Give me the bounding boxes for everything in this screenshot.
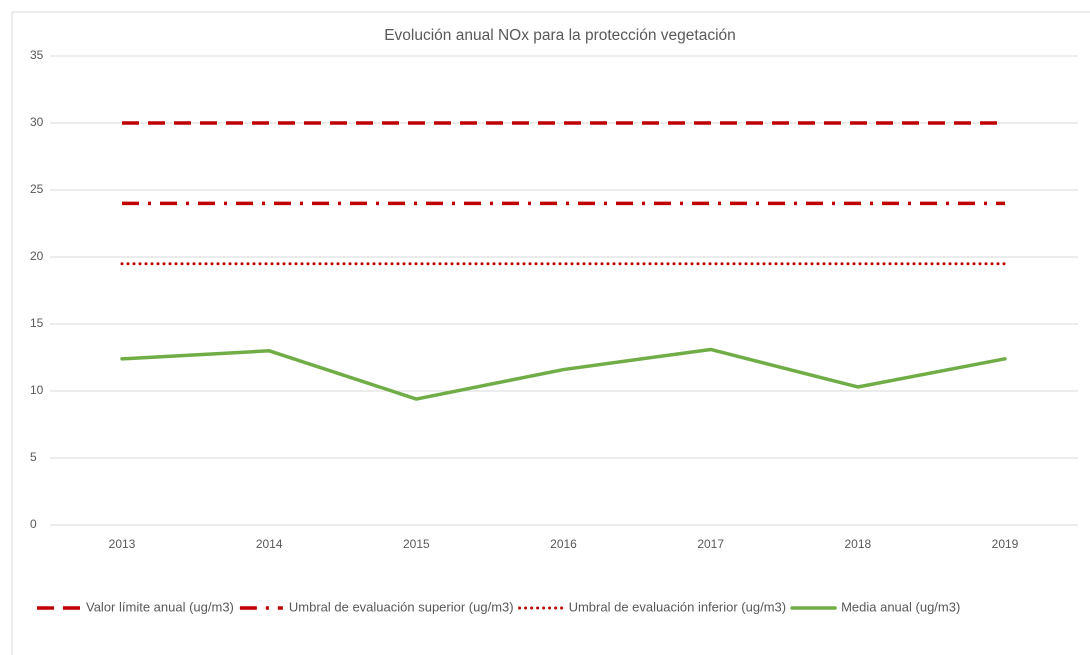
x-tick-label: 2013 (109, 537, 136, 551)
chart-title: Evolución anual NOx para la protección v… (384, 27, 736, 44)
x-tick-label: 2014 (256, 537, 283, 551)
y-tick-label: 30 (30, 115, 44, 129)
y-tick-label: 0 (30, 517, 37, 531)
legend-label: Media anual (ug/m3) (841, 599, 960, 614)
x-tick-label: 2017 (697, 537, 724, 551)
legend-label: Umbral de evaluación inferior (ug/m3) (569, 599, 786, 614)
y-tick-label: 10 (30, 383, 44, 397)
y-tick-label: 35 (30, 48, 44, 62)
y-tick-label: 20 (30, 249, 44, 263)
chart-frame (11, 11, 1090, 655)
x-tick-label: 2015 (403, 537, 430, 551)
legend-label: Umbral de evaluación superior (ug/m3) (289, 599, 514, 614)
x-tick-label: 2019 (992, 537, 1019, 551)
y-tick-label: 25 (30, 182, 44, 196)
legend-label: Valor límite anual (ug/m3) (86, 599, 234, 614)
series-line (120, 347, 1007, 401)
y-tick-label: 5 (30, 450, 37, 464)
x-tick-label: 2016 (550, 537, 577, 551)
x-tick-label: 2018 (844, 537, 871, 551)
y-tick-label: 15 (30, 316, 44, 330)
